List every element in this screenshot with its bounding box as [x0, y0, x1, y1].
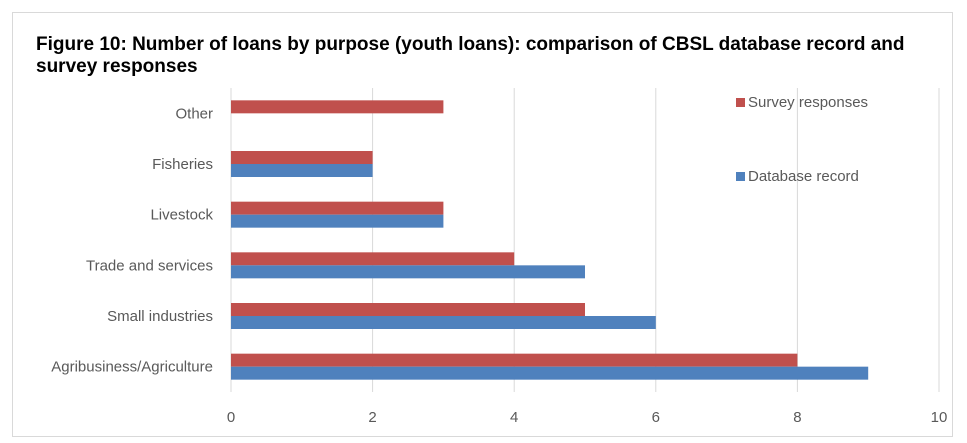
legend-label-0: Survey responses	[748, 94, 868, 111]
bar-survey-3	[231, 201, 444, 215]
tick-label-0: 0	[227, 409, 235, 426]
bar-database-1	[231, 316, 656, 329]
tick-label-5: 10	[931, 409, 948, 426]
tick-label-4: 8	[793, 409, 801, 426]
legend-label-1: Database record	[748, 168, 859, 185]
tick-label-3: 6	[652, 409, 660, 426]
legend-swatch-0	[736, 98, 745, 107]
bar-database-4	[231, 164, 373, 177]
legend-swatch-1	[736, 172, 745, 181]
bar-database-0	[231, 366, 869, 380]
bar-survey-2	[231, 252, 515, 266]
chart-title: Figure 10: Number of loans by purpose (y…	[36, 34, 905, 77]
tick-label-2: 4	[510, 409, 518, 426]
category-label-1: Small industries	[107, 308, 213, 325]
category-label-3: Livestock	[150, 207, 213, 224]
category-labels: Agribusiness/Agriculture Small industries…	[51, 105, 213, 375]
bar-database-2	[231, 265, 585, 279]
bars	[231, 100, 869, 380]
category-label-2: Trade and services	[86, 257, 213, 274]
category-label-5: Other	[175, 105, 213, 122]
bar-database-3	[231, 214, 444, 228]
bar-survey-1	[231, 303, 585, 316]
legend: Survey responses Database record	[736, 94, 868, 185]
bar-survey-4	[231, 151, 373, 164]
tick-labels: 0 2 4 6 8 10	[227, 409, 948, 426]
category-label-0: Agribusiness/Agriculture	[51, 359, 213, 376]
category-label-4: Fisheries	[152, 156, 213, 173]
bar-survey-5	[231, 100, 444, 114]
tick-label-1: 2	[368, 409, 376, 426]
gridlines	[230, 88, 940, 392]
bar-survey-0	[231, 353, 798, 367]
